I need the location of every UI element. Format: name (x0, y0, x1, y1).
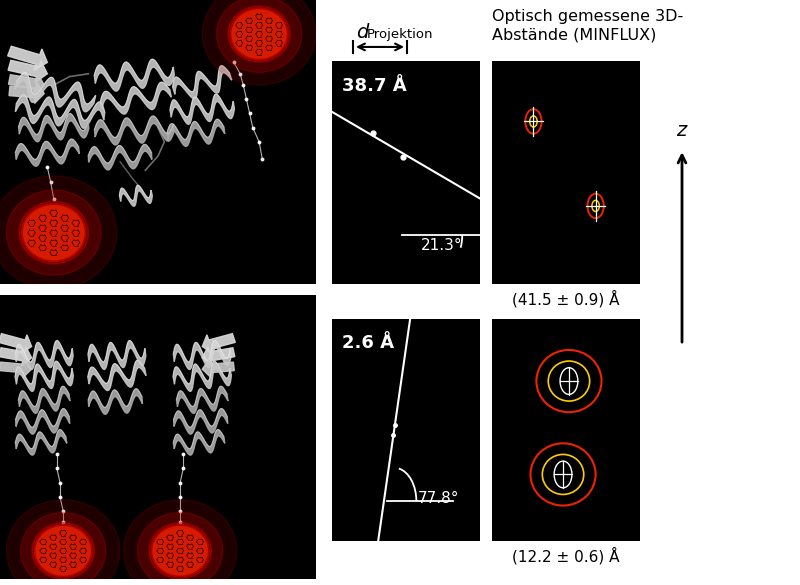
Ellipse shape (230, 9, 287, 60)
FancyArrow shape (202, 359, 234, 378)
Text: 2.6 Å: 2.6 Å (342, 335, 394, 352)
Text: $z$: $z$ (676, 122, 688, 140)
FancyArrow shape (0, 347, 32, 366)
Polygon shape (119, 185, 152, 207)
Ellipse shape (228, 6, 290, 62)
Polygon shape (173, 66, 232, 99)
Polygon shape (15, 139, 79, 166)
Ellipse shape (19, 201, 89, 264)
Polygon shape (177, 386, 228, 414)
Ellipse shape (0, 176, 117, 290)
Text: 77.8°: 77.8° (418, 491, 459, 507)
Polygon shape (174, 340, 231, 370)
Ellipse shape (6, 500, 120, 585)
Text: 21.3°: 21.3° (421, 239, 462, 253)
Polygon shape (173, 362, 231, 391)
FancyArrow shape (202, 347, 235, 366)
Polygon shape (15, 429, 66, 455)
Ellipse shape (22, 204, 86, 261)
Ellipse shape (217, 0, 302, 73)
Ellipse shape (123, 500, 237, 585)
Polygon shape (88, 340, 146, 370)
Polygon shape (94, 59, 174, 91)
Ellipse shape (152, 525, 209, 576)
Polygon shape (15, 95, 105, 128)
Polygon shape (18, 113, 89, 142)
Polygon shape (18, 386, 70, 414)
Ellipse shape (21, 512, 106, 585)
Polygon shape (88, 144, 152, 170)
Polygon shape (100, 82, 171, 114)
Polygon shape (167, 119, 225, 146)
Ellipse shape (149, 522, 211, 579)
Polygon shape (88, 389, 142, 414)
Ellipse shape (138, 512, 222, 585)
Ellipse shape (32, 522, 94, 579)
Text: 38.7 Å: 38.7 Å (342, 77, 407, 95)
Ellipse shape (34, 525, 92, 576)
FancyArrow shape (0, 359, 32, 378)
FancyArrow shape (9, 73, 44, 94)
Text: Projektion: Projektion (366, 28, 433, 41)
FancyArrow shape (8, 60, 47, 82)
FancyArrow shape (8, 46, 47, 70)
Polygon shape (15, 340, 73, 370)
Polygon shape (15, 362, 74, 391)
Polygon shape (174, 429, 225, 455)
FancyArrow shape (0, 333, 32, 354)
FancyArrow shape (9, 82, 44, 104)
Polygon shape (94, 116, 174, 145)
Text: (41.5 ± 0.9) Å: (41.5 ± 0.9) Å (512, 290, 620, 307)
Ellipse shape (6, 190, 101, 275)
Polygon shape (88, 360, 146, 391)
Polygon shape (170, 94, 234, 125)
Polygon shape (15, 409, 70, 434)
Ellipse shape (202, 0, 316, 85)
Text: Optisch gemessene 3D-
Abstände (MINFLUX): Optisch gemessene 3D- Abstände (MINFLUX) (492, 9, 683, 42)
Text: $d$: $d$ (356, 23, 370, 42)
Polygon shape (15, 73, 96, 112)
Polygon shape (174, 409, 228, 434)
FancyArrow shape (202, 333, 235, 354)
Text: (12.2 ± 0.6) Å: (12.2 ± 0.6) Å (512, 547, 620, 565)
